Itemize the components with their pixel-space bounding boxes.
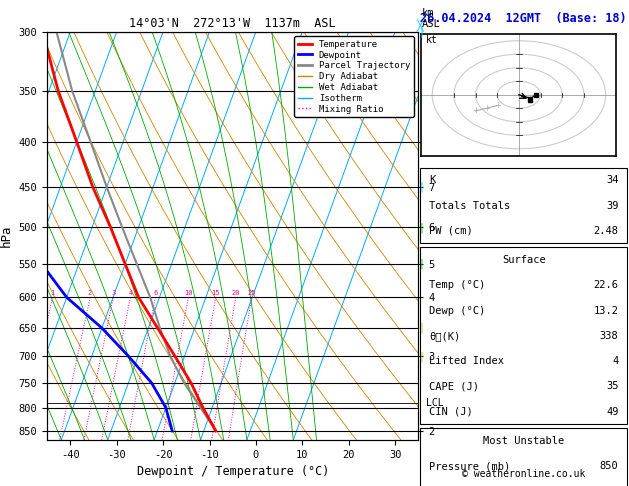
- Text: 4: 4: [128, 290, 133, 296]
- Text: +: +: [472, 106, 479, 116]
- Text: 25: 25: [247, 290, 256, 296]
- Text: +: +: [483, 104, 490, 113]
- Text: 2.48: 2.48: [594, 226, 618, 236]
- Title: 14°03'N  272°13'W  1137m  ASL: 14°03'N 272°13'W 1137m ASL: [130, 17, 336, 31]
- Text: © weatheronline.co.uk: © weatheronline.co.uk: [462, 469, 586, 479]
- Text: Most Unstable: Most Unstable: [483, 436, 564, 446]
- Text: 13.2: 13.2: [594, 306, 618, 315]
- Text: 35: 35: [606, 382, 618, 391]
- Text: CAPE (J): CAPE (J): [429, 382, 479, 391]
- Text: 34: 34: [606, 175, 618, 185]
- Text: 26.04.2024  12GMT  (Base: 18): 26.04.2024 12GMT (Base: 18): [420, 12, 627, 25]
- Text: θᴇ(K): θᴇ(K): [429, 331, 460, 341]
- Text: 49: 49: [606, 407, 618, 417]
- Text: Lifted Index: Lifted Index: [429, 356, 504, 366]
- Text: PW (cm): PW (cm): [429, 226, 472, 236]
- Text: |: |: [418, 222, 425, 233]
- Text: ╳: ╳: [417, 18, 423, 31]
- Text: 850: 850: [599, 461, 618, 471]
- Text: |: |: [418, 182, 425, 192]
- Text: Surface: Surface: [502, 255, 545, 265]
- Text: 22.6: 22.6: [594, 280, 618, 290]
- Text: 3: 3: [111, 290, 116, 296]
- Text: Dewp (°C): Dewp (°C): [429, 306, 485, 315]
- Text: 10: 10: [184, 290, 192, 296]
- Text: |: |: [418, 351, 425, 362]
- Text: |: |: [418, 323, 425, 333]
- Text: CIN (J): CIN (J): [429, 407, 472, 417]
- Text: |: |: [418, 26, 425, 37]
- Text: 2: 2: [88, 290, 92, 296]
- Text: 1: 1: [50, 290, 55, 296]
- Text: 6: 6: [153, 290, 157, 296]
- Text: Totals Totals: Totals Totals: [429, 201, 510, 210]
- Text: +: +: [494, 101, 501, 110]
- Text: kt: kt: [426, 35, 438, 46]
- Text: 20: 20: [231, 290, 240, 296]
- Legend: Temperature, Dewpoint, Parcel Trajectory, Dry Adiabat, Wet Adiabat, Isotherm, Mi: Temperature, Dewpoint, Parcel Trajectory…: [294, 36, 414, 117]
- Text: Temp (°C): Temp (°C): [429, 280, 485, 290]
- Text: 4: 4: [612, 356, 618, 366]
- Y-axis label: hPa: hPa: [0, 225, 13, 247]
- Text: Pressure (mb): Pressure (mb): [429, 461, 510, 471]
- Text: |: |: [418, 259, 425, 269]
- Text: 15: 15: [211, 290, 220, 296]
- Text: 338: 338: [599, 331, 618, 341]
- X-axis label: Dewpoint / Temperature (°C): Dewpoint / Temperature (°C): [136, 465, 329, 478]
- Text: LCL: LCL: [426, 398, 443, 408]
- Text: km
ASL: km ASL: [421, 8, 440, 29]
- Text: K: K: [429, 175, 435, 185]
- Text: 39: 39: [606, 201, 618, 210]
